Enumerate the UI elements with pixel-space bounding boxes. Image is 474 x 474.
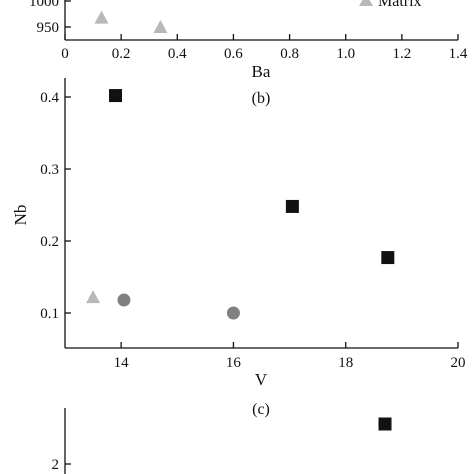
panel-a-x-tick-label: 1.0 (336, 46, 355, 62)
panel-c-label: (c) (252, 401, 270, 418)
panel-b-y-tick-label: 0.1 (40, 306, 59, 322)
legend-triangle-marker (359, 0, 373, 6)
panel-b-x-axis-title: V (255, 370, 268, 389)
panel-b-x-tick-label: 14 (114, 355, 130, 371)
legend-matrix-label: Matrix (378, 0, 422, 10)
panel-a-x-tick-label: 0.8 (280, 46, 299, 62)
panel-b-square-point (109, 89, 123, 103)
panel-a-x-axis-title: Ba (252, 62, 271, 81)
panel-a-x-tick-label: 1.4 (449, 46, 468, 62)
panel-c-plot: (c) 2 (52, 401, 392, 474)
panel-b-circle-point (117, 293, 131, 307)
panel-b-y-tick-label: 0.4 (40, 90, 59, 106)
panel-c-y-tick-label: 2 (52, 457, 60, 473)
panel-b-x-tick-label: 16 (226, 355, 242, 371)
panel-a-ba-plot: 0 0.2 0.4 0.6 0.8 1.0 1.2 1.4 950 1000 Ba Matrix (29, 0, 468, 81)
panel-a-triangle-point (94, 10, 109, 24)
panel-b-nb-v-plot: (b) 14 16 18 20 0.1 0.2 0.3 0.4 V Nb (11, 78, 466, 389)
panel-a-y-tick-label: 950 (37, 20, 60, 36)
panel-b-square-point (381, 251, 395, 265)
panel-a-x-tick-label: 0 (61, 46, 69, 62)
panel-c-square-point (378, 417, 392, 431)
panel-b-x-tick-label: 20 (451, 355, 466, 371)
panel-a-x-tick-label: 0.2 (112, 46, 131, 62)
panel-b-square-point (285, 199, 299, 213)
panel-b-triangle-point (86, 290, 101, 304)
panel-a-x-tick-label: 0.6 (224, 46, 243, 62)
panel-b-x-tick-label: 18 (338, 355, 353, 371)
panel-b-y-axis-title: Nb (11, 205, 30, 226)
panel-b-circle-point (226, 306, 240, 320)
panel-b-label: (b) (252, 90, 271, 107)
panel-a-x-tick-label: 1.2 (392, 46, 411, 62)
panel-b-y-tick-label: 0.3 (40, 162, 59, 178)
panel-a-legend: Matrix (359, 0, 422, 10)
panel-a-triangle-point (153, 20, 168, 33)
panel-a-y-tick-label: 1000 (29, 0, 59, 10)
panel-b-y-tick-label: 0.2 (40, 234, 59, 250)
panel-a-x-tick-label: 0.4 (168, 46, 187, 62)
